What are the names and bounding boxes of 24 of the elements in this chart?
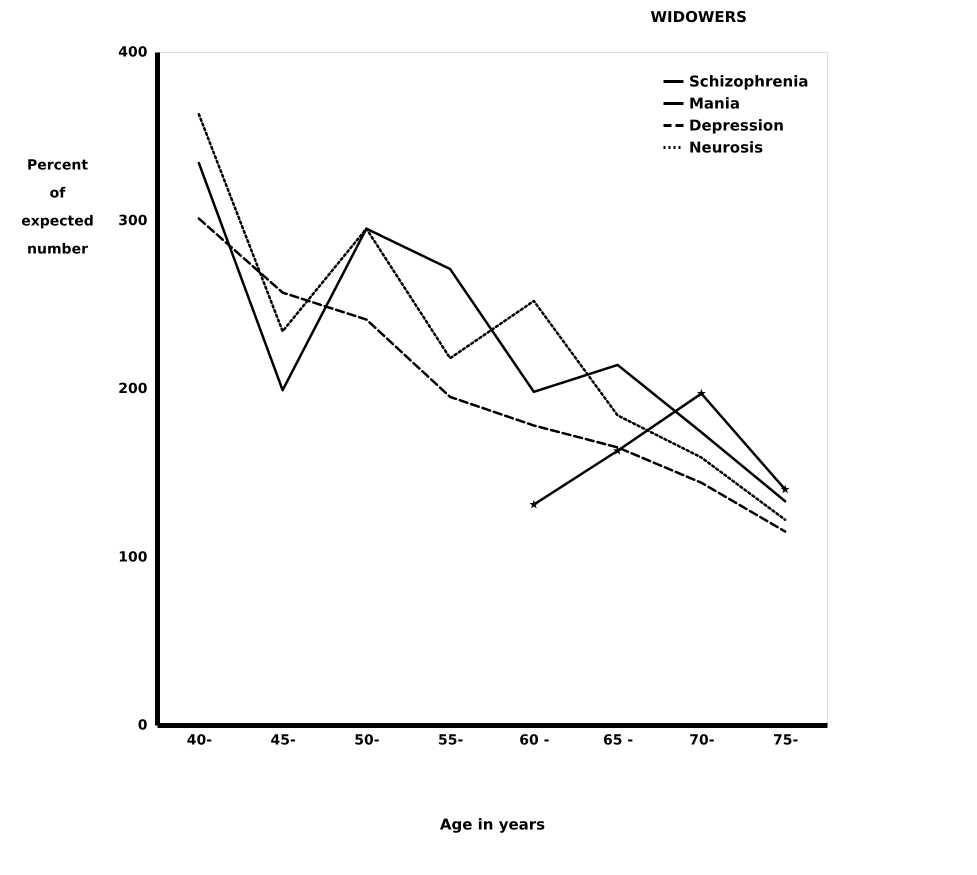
x-tick-label: 70- xyxy=(689,732,715,748)
legend-label: Schizophrenia xyxy=(689,72,808,90)
y-tick-label: 0 xyxy=(138,718,148,734)
x-tick-label: 55- xyxy=(438,732,464,748)
x-tick-label: 75- xyxy=(772,732,798,748)
x-tick-label: 60 - xyxy=(519,732,550,748)
point xyxy=(780,484,790,494)
point xyxy=(529,500,538,508)
chart-title: WIDOWERS xyxy=(650,8,747,26)
y-axis-title: Percent of expected number xyxy=(21,158,94,258)
legend-label: Mania xyxy=(689,94,740,112)
y-tick-label: 300 xyxy=(118,212,148,229)
y-tick-label: 200 xyxy=(118,381,148,397)
x-tick-label: 40- xyxy=(186,732,212,748)
point xyxy=(696,388,706,398)
legend-label: Neurosis xyxy=(689,138,764,156)
x-axis-title: Age in years xyxy=(440,816,546,834)
y-tick-label: 100 xyxy=(118,549,148,566)
legend-label: Depression xyxy=(689,116,784,134)
point xyxy=(613,446,622,455)
x-tick-label: 45- xyxy=(270,732,296,748)
x-tick-label: 65 - xyxy=(603,732,634,748)
y-tick-label: 400 xyxy=(118,44,148,60)
x-tick-label: 50- xyxy=(354,732,380,748)
